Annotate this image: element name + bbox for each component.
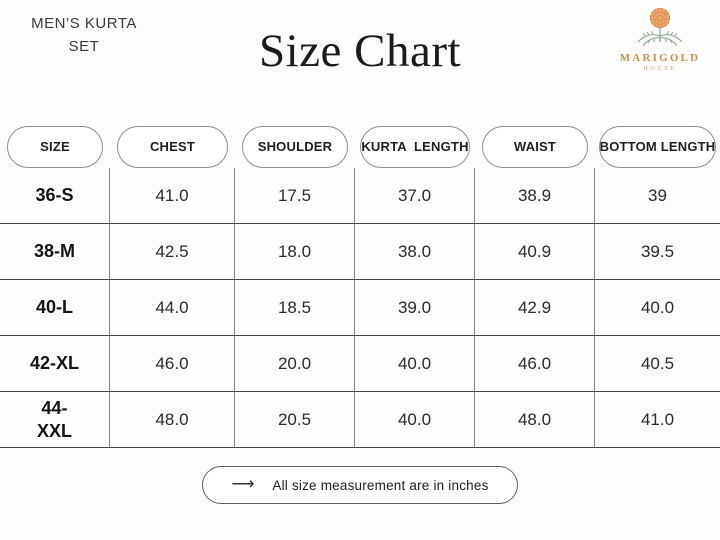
- marigold-flower-icon: [637, 8, 683, 47]
- measurement-value: 20.0: [277, 353, 312, 373]
- measurement-value: 37.0: [397, 185, 432, 205]
- size-table: SIZE CHEST SHOULDER KURTA LENGTH WAIST BOTTOM…: [0, 125, 720, 448]
- measurement-cell: 38.0: [355, 224, 475, 280]
- measurement-value: 42.9: [517, 297, 552, 317]
- table-body: 36-S 41.0 17.5 37.0 38.9 39 38-M 42.5 18.0 38.0 40…: [0, 168, 720, 448]
- column-header-pill: WAIST: [482, 125, 588, 168]
- measurement-value: 18.5: [277, 297, 312, 317]
- size-label: 36-S: [35, 185, 74, 206]
- product-title: MEN’S KURTA SET: [31, 15, 137, 56]
- measurement-value: 48.0: [155, 409, 189, 429]
- measurement-value: 39.5: [640, 241, 675, 261]
- measurement-cell: 17.5: [235, 168, 355, 224]
- column-header-pill: KURTA LENGTH: [360, 125, 470, 168]
- column-header: CHEST: [110, 125, 235, 168]
- measurement-cell: 37.0: [355, 168, 475, 224]
- measurement-value: 46.0: [517, 353, 552, 373]
- measurement-cell: 38.9: [475, 168, 595, 224]
- measurement-value: 44.0: [155, 297, 189, 317]
- units-note-pill: ⟶ All size measurement are in inches: [202, 466, 518, 504]
- measurement-value: 38.0: [397, 241, 432, 261]
- units-note-text: All size measurement are in inches: [272, 477, 489, 493]
- measurement-cell: 40.0: [595, 280, 720, 336]
- measurement-value: 39: [648, 185, 667, 205]
- column-header: SHOULDER: [235, 125, 355, 168]
- brand-wordmark: MARIGOLD: [619, 52, 701, 64]
- measurement-cell: 39.0: [355, 280, 475, 336]
- measurement-cell: 48.0: [110, 392, 235, 448]
- column-header: KURTA LENGTH: [355, 125, 475, 168]
- size-label-cell: 44- XXL: [0, 392, 110, 448]
- measurement-value: 40.9: [517, 241, 552, 261]
- column-header-pill: BOTTOM LENGTH: [598, 125, 717, 168]
- measurement-cell: 41.0: [595, 392, 720, 448]
- measurement-value: 20.5: [277, 409, 312, 429]
- measurement-value: 46.0: [155, 353, 189, 373]
- measurement-value: 38.9: [517, 185, 552, 205]
- measurement-value: 42.5: [155, 241, 189, 261]
- measurement-cell: 46.0: [110, 336, 235, 392]
- size-label-cell: 38-M: [0, 224, 110, 280]
- column-header-pill: SHOULDER: [242, 125, 348, 168]
- column-header: SIZE: [0, 125, 110, 168]
- measurement-cell: 40.0: [355, 336, 475, 392]
- column-header-pill: SIZE: [7, 125, 103, 168]
- measurement-cell: 48.0: [475, 392, 595, 448]
- brand-logo: MARIGOLD HOUSE: [608, 6, 712, 72]
- measurement-cell: 39: [595, 168, 720, 224]
- measurement-cell: 42.5: [110, 224, 235, 280]
- size-label: 40-L: [35, 297, 73, 318]
- page-title: Size Chart: [258, 25, 462, 77]
- measurement-cell: 18.0: [235, 224, 355, 280]
- measurement-cell: 44.0: [110, 280, 235, 336]
- size-label-cell: 42-XL: [0, 336, 110, 392]
- size-label: 38-M: [33, 241, 75, 262]
- measurement-cell: 20.5: [235, 392, 355, 448]
- measurement-value: 40.0: [397, 409, 432, 429]
- measurement-cell: 46.0: [475, 336, 595, 392]
- measurement-value: 40.0: [397, 353, 432, 373]
- size-label: 42-XL: [29, 353, 80, 374]
- measurement-value: 41.0: [640, 409, 675, 429]
- column-header: WAIST: [475, 125, 595, 168]
- measurement-cell: 18.5: [235, 280, 355, 336]
- size-label-cell: 36-S: [0, 168, 110, 224]
- column-header-pill: CHEST: [117, 125, 228, 168]
- measurement-cell: 41.0: [110, 168, 235, 224]
- column-header: BOTTOM LENGTH: [595, 125, 720, 168]
- measurement-value: 40.5: [640, 353, 675, 373]
- measurement-value: 39.0: [397, 297, 432, 317]
- measurement-value: 18.0: [277, 241, 312, 261]
- size-label: 44- XXL: [36, 398, 72, 441]
- measurement-cell: 42.9: [475, 280, 595, 336]
- measurement-value: 48.0: [517, 409, 552, 429]
- measurement-cell: 40.0: [355, 392, 475, 448]
- measurement-value: 40.0: [640, 297, 675, 317]
- units-note: ⟶ All size measurement are in inches: [0, 466, 720, 504]
- table-header-row: SIZE CHEST SHOULDER KURTA LENGTH WAIST BOTTOM…: [0, 125, 720, 168]
- long-arrow-right-icon: ⟶: [231, 476, 255, 493]
- measurement-value: 41.0: [155, 185, 189, 205]
- measurement-cell: 39.5: [595, 224, 720, 280]
- measurement-cell: 40.9: [475, 224, 595, 280]
- measurement-cell: 20.0: [235, 336, 355, 392]
- measurement-value: 17.5: [277, 185, 312, 205]
- measurement-cell: 40.5: [595, 336, 720, 392]
- size-label-cell: 40-L: [0, 280, 110, 336]
- brand-subtitle: HOUSE: [643, 66, 677, 72]
